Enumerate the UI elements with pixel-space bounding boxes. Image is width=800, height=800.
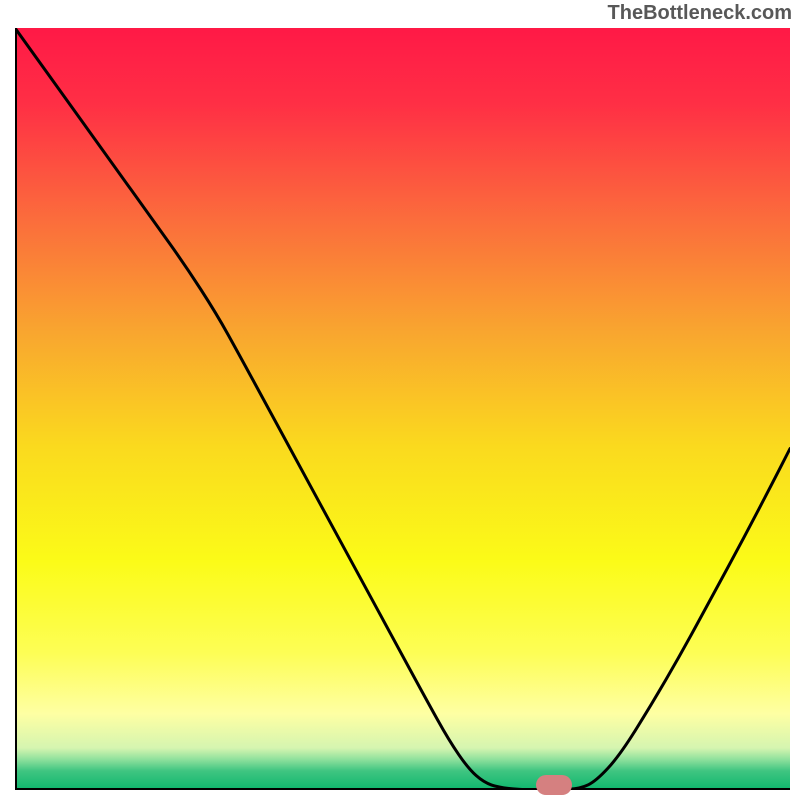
optimal-marker <box>536 775 572 795</box>
chart-container: TheBottleneck.com <box>0 0 800 800</box>
plot-area <box>15 28 790 790</box>
bottleneck-curve <box>15 28 790 790</box>
watermark-text: TheBottleneck.com <box>608 2 792 25</box>
